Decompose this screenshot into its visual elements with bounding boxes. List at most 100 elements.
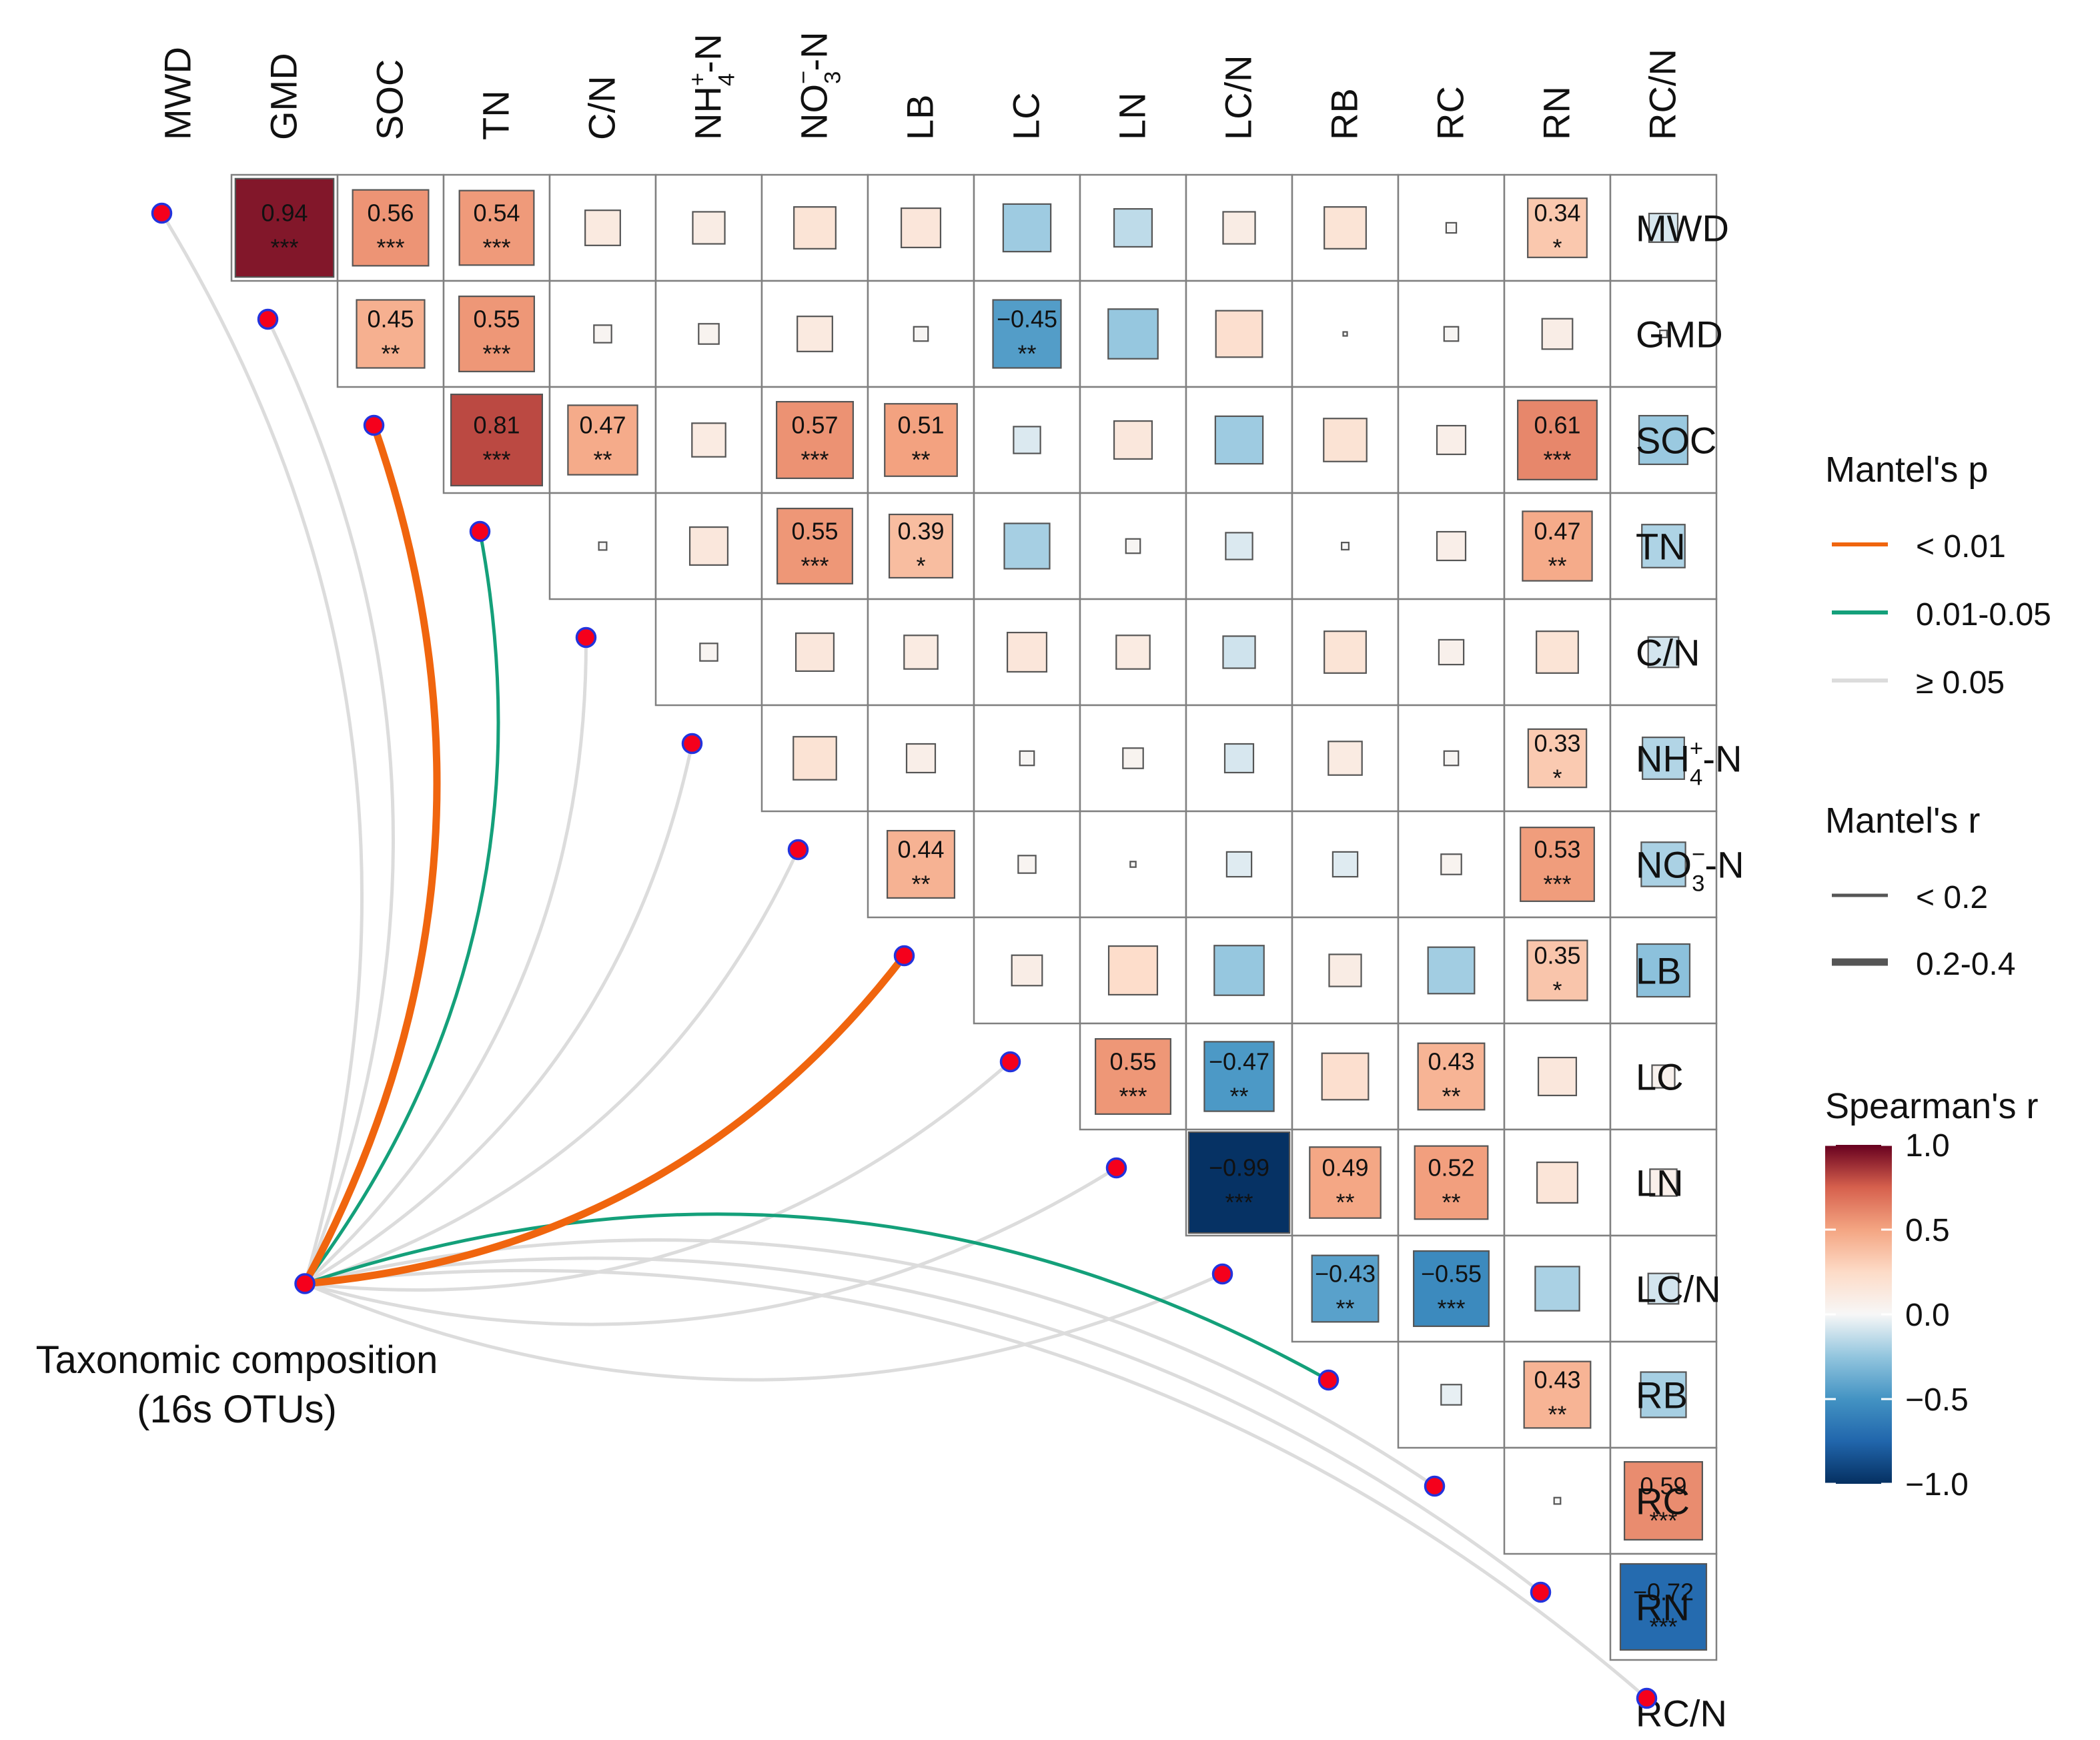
legend-spearman-title: Spearman's r [1825,1086,2038,1126]
column-labels: MWD GMD SOC TN C/N NH+ 4-N NO− 3-N LB LC LN LC/N RB RC… [157,31,1684,140]
cell-value-label: 0.39 [897,518,944,545]
column-label: TN [475,90,517,140]
cell-value-label: 0.34 [1534,199,1580,227]
cell-significance-label: *** [1119,1083,1147,1110]
correlation-square [992,299,1062,369]
correlation-square [691,422,726,458]
cell-significance-label: *** [482,446,510,474]
mantel-target-node [893,945,915,967]
correlation-square [888,513,954,579]
legend-mantel-r-title: Mantel's r [1825,801,1980,841]
correlation-square [1534,1266,1580,1312]
cell-significance-label: ** [1336,1295,1354,1322]
colorbar-tick-label: 0.5 [1905,1213,1950,1248]
colorbar-tick-label: −0.5 [1905,1382,1969,1418]
row-label: TN [1636,526,1686,568]
legend-p-label: ≥ 0.05 [1916,665,2005,701]
row-label: LC [1636,1056,1684,1098]
correlation-square [797,316,833,352]
mantel-source-node [294,1273,316,1294]
cell-significance-label: *** [1649,1613,1677,1641]
correlation-square [884,403,958,477]
correlation-square [903,634,939,670]
correlation-square [1215,310,1263,358]
correlation-square [1537,1056,1578,1097]
cell-significance-label: ** [1548,1401,1566,1428]
correlation-square [1619,1563,1708,1651]
mantel-target-node [151,202,173,224]
correlation-square [692,211,726,245]
cell-value-label: 0.45 [367,306,414,333]
cell-significance-label: *** [1543,871,1571,898]
correlation-square [913,326,929,342]
correlation-square [1129,861,1137,868]
cell-significance-label: * [1552,977,1562,1004]
correlation-square [1527,197,1588,258]
cell-value-label: 0.59 [1640,1472,1686,1500]
cell-significance-label: *** [1649,1507,1677,1535]
correlation-square [795,632,835,673]
cell-significance-label: *** [270,234,298,262]
correlation-square [1328,741,1363,776]
mantel-target-node [999,1051,1021,1073]
correlation-square [688,526,729,566]
mantel-link [303,1060,1012,1292]
row-label: NH+ 4-N [1636,736,1742,791]
cell-value-label: −0.45 [997,306,1057,333]
correlation-square [450,393,543,486]
correlation-square [1213,945,1265,996]
correlation-square [1113,207,1153,248]
correlation-square [905,743,937,774]
correlation-square [1526,939,1588,1001]
cell-value-label: 0.35 [1534,942,1580,969]
cell-value-label: −0.43 [1315,1260,1376,1288]
correlation-square [1647,636,1680,669]
correlation-square [352,189,430,267]
cell-value-label: 0.47 [1534,518,1580,545]
column-label: LC/N [1217,55,1259,140]
column-label: LC [1005,92,1047,140]
mantel-target-node [1530,1581,1552,1603]
correlation-square [1003,522,1051,570]
correlation-square [1107,308,1159,360]
correlation-square [234,177,335,278]
row-label: LN [1636,1162,1684,1204]
correlation-square [1413,1250,1490,1327]
mantel-target-node [363,414,385,436]
correlation-square [1342,331,1348,337]
cell-value-label: 0.81 [473,412,520,439]
column-label: NH+ 4-N [685,34,740,140]
cell-significance-label: ** [1229,1083,1248,1110]
grid-cell [1397,173,1506,282]
source-node-group: Taxonomic composition (16s OTUs) [36,1338,438,1431]
cell-value-label: 0.53 [1534,836,1580,863]
cell-value-label: 0.55 [791,518,838,545]
correlation-square [1440,1384,1462,1406]
cell-value-label: 0.57 [791,412,838,439]
row-label: NO− 3-N [1636,842,1744,897]
correlation-square [1013,426,1041,454]
cell-significance-label: ** [1442,1189,1460,1216]
correlation-square [1214,415,1264,465]
mantel-link [303,742,694,1286]
colorbar-tick-label: 1.0 [1905,1128,1950,1164]
correlation-square [793,206,837,250]
correlation-square [1122,747,1144,769]
mantel-link [266,318,395,1286]
correlation-square [776,508,853,584]
mantel-link [303,636,588,1286]
correlation-square [1440,853,1462,875]
column-label: MWD [157,47,199,140]
cell-value-label: 0.44 [897,836,944,863]
column-label: LB [899,95,941,141]
correlation-square [900,207,942,249]
mantel-target-node [1318,1369,1340,1391]
correlation-square [1225,851,1253,878]
source-label-line1: Taxonomic composition [36,1338,438,1382]
cell-significance-label: *** [1225,1189,1253,1216]
cell-significance-label: *** [801,446,829,474]
correlation-square [1649,1168,1678,1197]
cell-significance-label: * [916,552,925,580]
cell-significance-label: ** [593,446,612,474]
